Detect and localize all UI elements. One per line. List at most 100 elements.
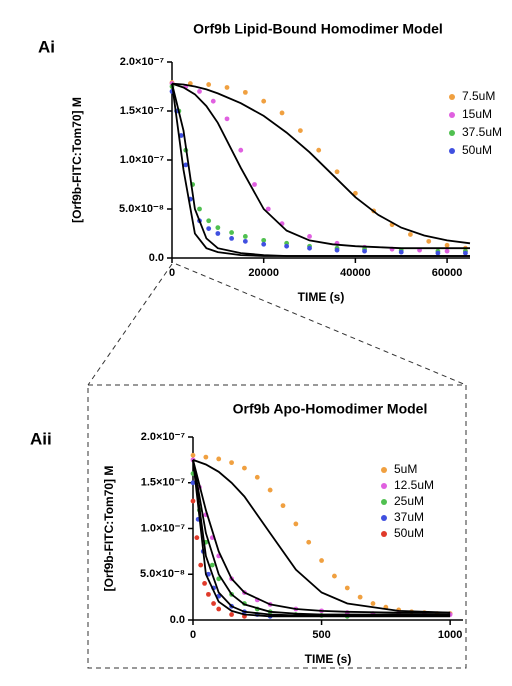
x-tick-label: 20000 [248, 267, 279, 279]
data-point [242, 238, 248, 244]
data-point [319, 558, 324, 563]
data-point [261, 241, 267, 247]
data-point [206, 82, 212, 87]
fit-line [192, 459, 451, 614]
zoom-line [87, 263, 173, 386]
data-point [444, 242, 450, 248]
zoom-line [175, 263, 467, 386]
data-point [197, 89, 202, 94]
legend-label: 7.5uM [462, 89, 495, 103]
panel-label: Ai [38, 37, 55, 56]
x-tick-label: 40000 [340, 267, 371, 279]
data-point [408, 232, 413, 237]
y-tick-label: 1.5×10⁻⁷ [120, 105, 165, 117]
fit-line [192, 459, 451, 618]
data-point [242, 465, 247, 471]
y-tick-label: 5.0×10⁻⁸ [140, 568, 185, 580]
legend-marker [381, 467, 387, 473]
data-point [316, 147, 322, 153]
x-tick-label: 0 [190, 629, 196, 641]
legend-label: 5uM [394, 462, 417, 476]
x-tick-label: 60000 [432, 267, 463, 279]
data-point [279, 110, 285, 116]
data-point [242, 89, 248, 95]
data-point [332, 573, 337, 579]
data-point [261, 98, 267, 104]
data-point [197, 206, 202, 212]
legend-marker [381, 515, 387, 521]
panel-label: Aii [30, 429, 52, 448]
data-point [203, 454, 209, 460]
legend-marker [381, 531, 387, 537]
data-point [215, 231, 221, 236]
data-point [206, 591, 211, 597]
data-point [190, 480, 196, 486]
data-point [229, 612, 234, 617]
y-axis-label: [Orf9b-FITC:Tom70] M [102, 466, 116, 592]
y-tick-label: 0.0 [149, 252, 164, 264]
data-point [265, 206, 271, 212]
data-point [183, 162, 189, 168]
legend-label: 50uM [462, 143, 492, 157]
x-tick-label: 500 [312, 629, 330, 641]
fit-line [171, 83, 470, 257]
legend-label: 15uM [462, 107, 492, 121]
data-point [190, 452, 196, 458]
data-point [344, 585, 350, 591]
data-point [307, 234, 312, 239]
data-point [216, 606, 222, 612]
data-point [284, 243, 290, 249]
data-point [280, 503, 286, 509]
data-point [307, 245, 312, 251]
data-point [463, 250, 468, 256]
legend-label: 25uM [394, 494, 424, 508]
x-tick-label: 0 [169, 267, 175, 279]
data-point [229, 236, 235, 241]
data-point [194, 535, 200, 541]
legend-marker [449, 94, 455, 100]
x-axis-label: TIME (s) [305, 652, 352, 666]
data-point [209, 562, 215, 568]
x-axis-label: TIME (s) [298, 290, 345, 304]
data-point [198, 562, 204, 568]
data-point [254, 474, 260, 480]
y-axis-label: [Orf9b-FITC:Tom70] M [70, 97, 84, 223]
data-point [297, 128, 303, 134]
data-point [261, 237, 267, 243]
data-point [215, 225, 221, 231]
legend-label: 37uM [394, 510, 424, 524]
data-point [190, 498, 196, 504]
data-point [370, 601, 376, 606]
data-point [224, 116, 230, 122]
data-point [224, 85, 230, 90]
legend-label: 37.5uM [462, 125, 502, 139]
data-point [206, 226, 212, 232]
data-point [238, 147, 244, 153]
data-point [357, 594, 363, 600]
data-point [229, 460, 234, 466]
y-tick-label: 0.0 [170, 614, 185, 626]
fit-line [171, 82, 471, 245]
y-tick-label: 1.5×10⁻⁷ [141, 477, 186, 489]
data-point [334, 247, 340, 253]
data-point [293, 521, 299, 527]
data-point [202, 581, 207, 586]
data-point [398, 249, 404, 255]
legend-marker [449, 148, 455, 154]
x-tick-label: 1000 [438, 629, 462, 641]
y-tick-label: 2.0×10⁻⁷ [120, 56, 165, 68]
data-point [229, 230, 235, 235]
data-point [334, 169, 340, 175]
data-point [252, 182, 257, 187]
chart-title: Orf9b Apo-Homodimer Model [233, 401, 428, 417]
legend-marker [449, 130, 455, 136]
legend-label: 50uM [394, 526, 424, 540]
data-point [206, 218, 212, 224]
data-point [211, 601, 216, 606]
y-tick-label: 1.0×10⁻⁷ [141, 522, 186, 534]
legend-label: 12.5uM [394, 478, 434, 492]
fit-line [192, 459, 451, 614]
y-tick-label: 2.0×10⁻⁷ [141, 431, 186, 443]
data-point [242, 234, 248, 239]
